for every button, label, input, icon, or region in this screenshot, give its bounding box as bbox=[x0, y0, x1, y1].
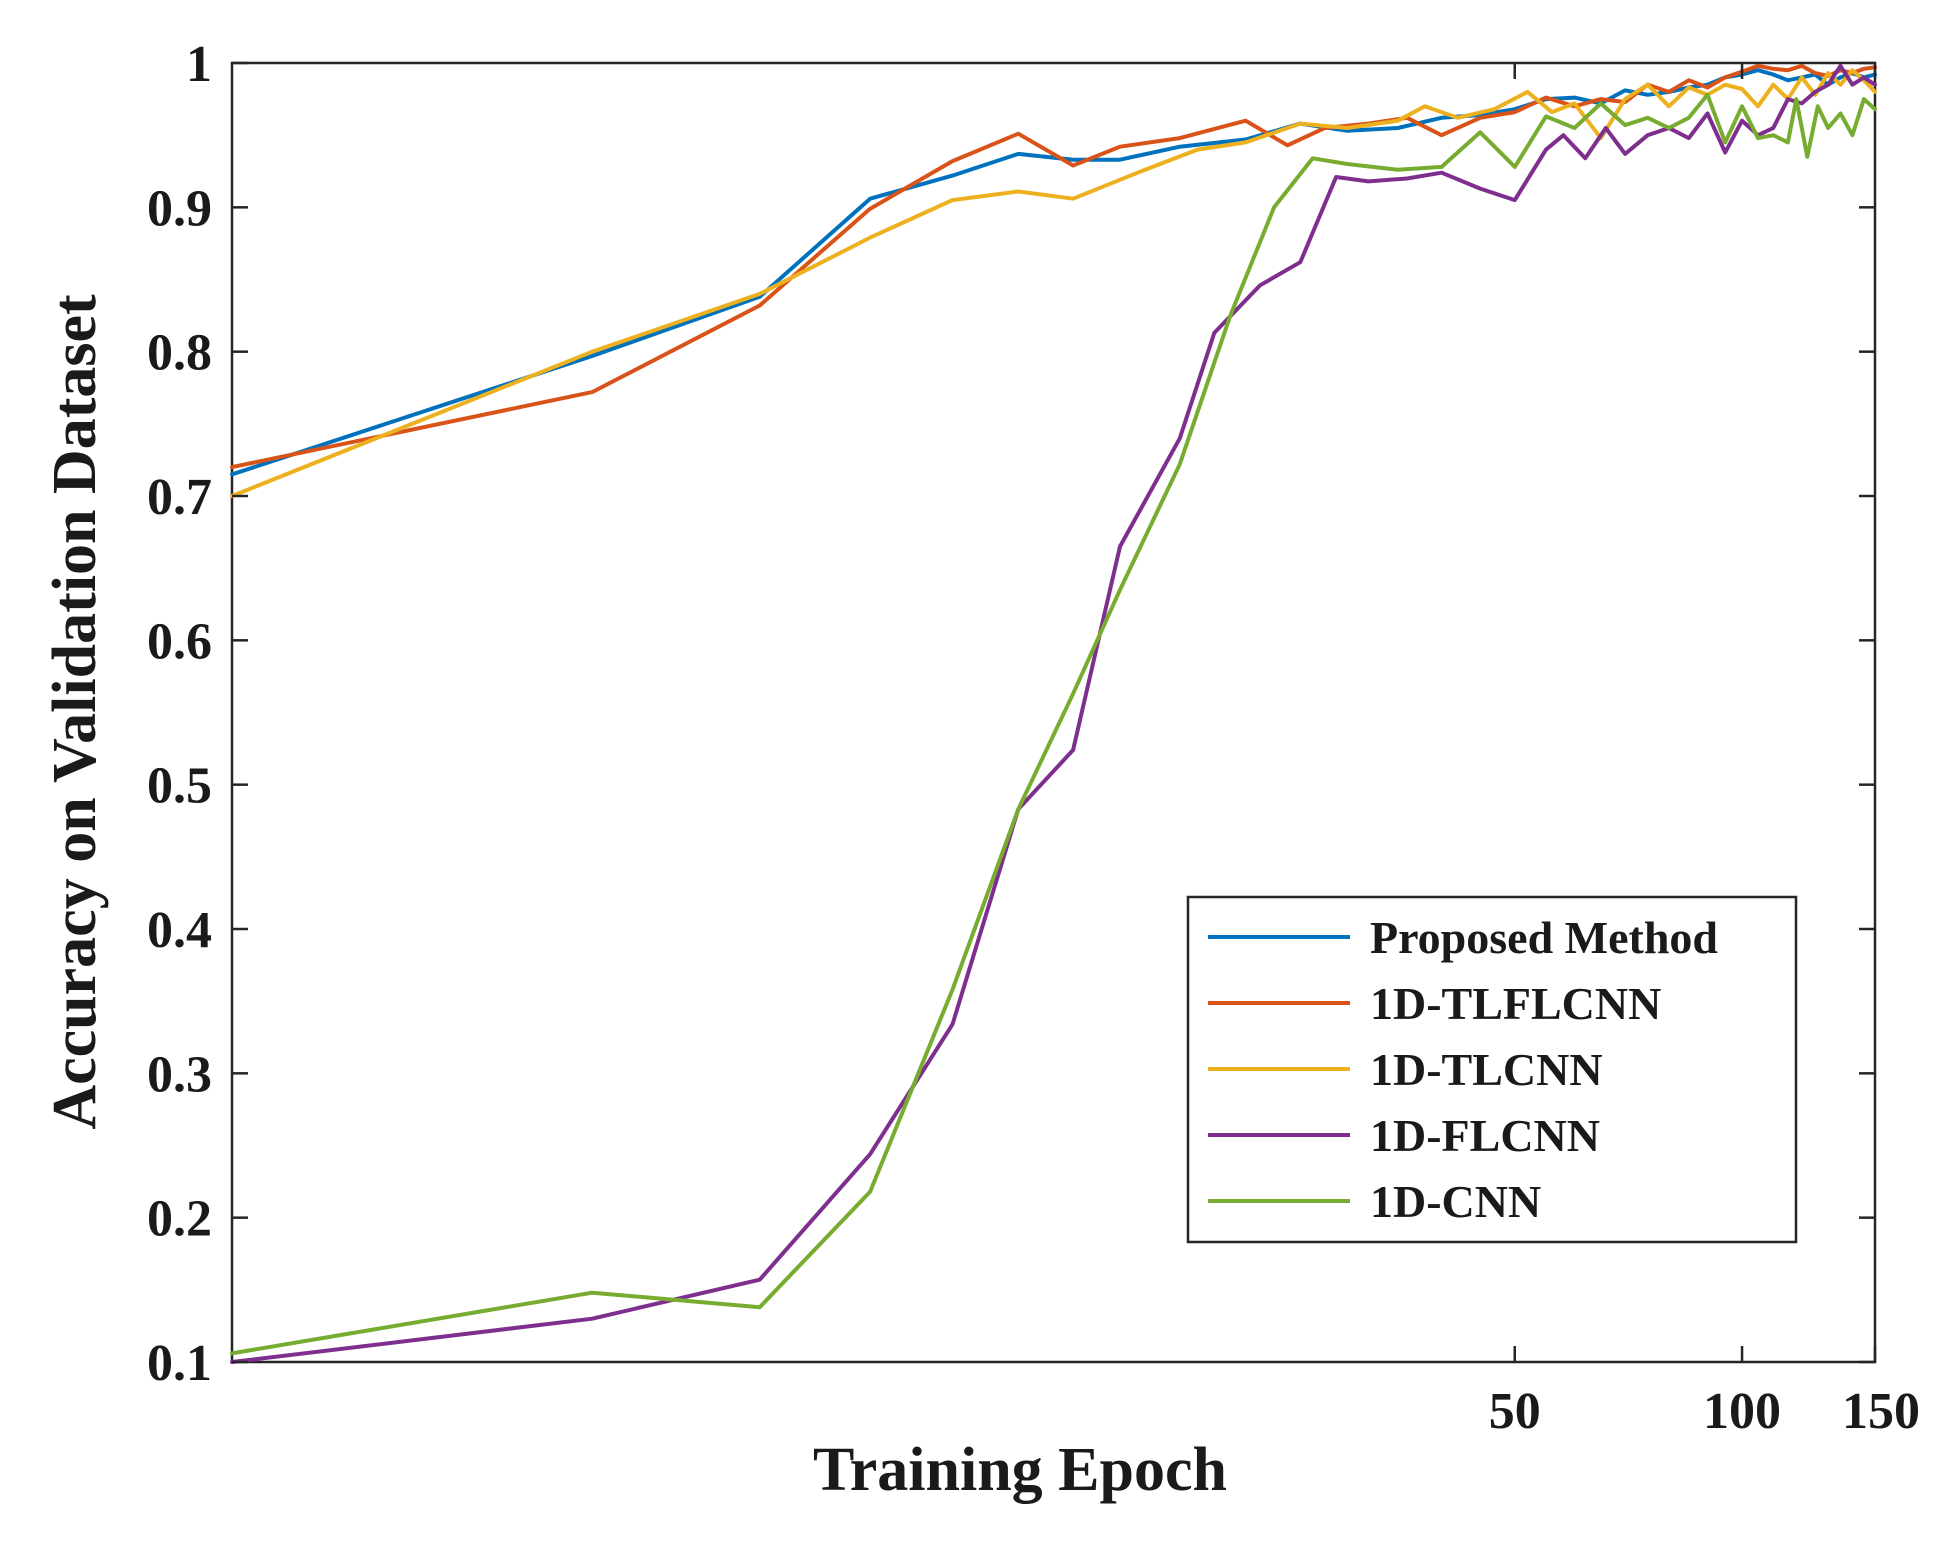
x-tick-label: 100 bbox=[1703, 1383, 1781, 1440]
legend-label: 1D-FLCNN bbox=[1370, 1110, 1600, 1161]
legend-label: 1D-CNN bbox=[1370, 1176, 1541, 1227]
y-tick-label: 0.2 bbox=[147, 1191, 212, 1248]
legend-label: 1D-TLCNN bbox=[1370, 1044, 1603, 1095]
y-tick-label: 0.9 bbox=[147, 180, 212, 237]
y-tick-label: 0.3 bbox=[147, 1046, 212, 1103]
y-tick-label: 0.1 bbox=[147, 1335, 212, 1392]
series-line-1d-tlcnn bbox=[230, 68, 1877, 498]
x-tick-label: 150 bbox=[1842, 1383, 1920, 1440]
y-tick-label: 0.8 bbox=[147, 325, 212, 382]
y-tick-label: 0.6 bbox=[147, 613, 212, 670]
legend-label: Proposed Method bbox=[1370, 912, 1718, 963]
x-tick-label: 50 bbox=[1489, 1383, 1541, 1440]
y-tick-label: 1 bbox=[186, 36, 212, 93]
y-axis-title: Accuracy on Validation Dataset bbox=[41, 294, 109, 1130]
series-line-1d-cnn bbox=[230, 92, 1877, 1356]
x-axis-title: Training Epoch bbox=[813, 1436, 1227, 1504]
y-tick-label: 0.4 bbox=[147, 902, 212, 959]
legend: Proposed Method 1D-TLFLCNN 1D-TLCNN 1D-FLCN… bbox=[1186, 895, 1798, 1244]
y-tick-label: 0.5 bbox=[147, 758, 212, 815]
legend-box bbox=[1186, 895, 1798, 1244]
y-tick-label: 0.7 bbox=[147, 469, 212, 526]
legend-label: 1D-TLFLCNN bbox=[1370, 978, 1661, 1029]
